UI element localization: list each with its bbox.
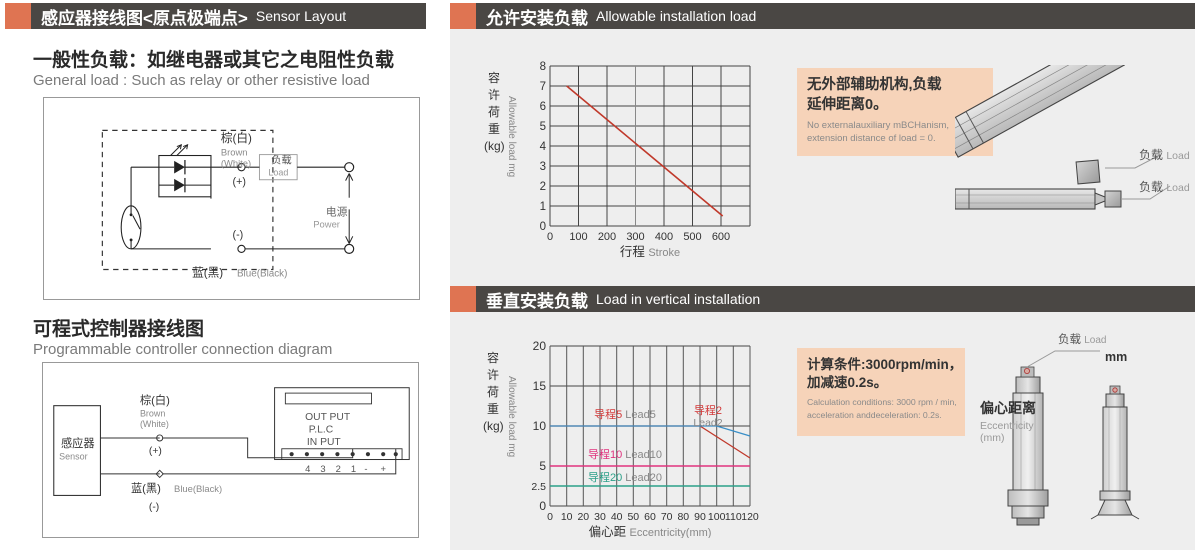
svg-text:400: 400: [655, 231, 673, 243]
svg-text:负载: 负载: [271, 154, 292, 167]
svg-text:0: 0: [540, 221, 546, 233]
svg-text:2: 2: [540, 181, 546, 193]
svg-text:10: 10: [561, 511, 573, 523]
svg-text:Sensor: Sensor: [59, 452, 87, 462]
svg-text:1: 1: [351, 463, 356, 474]
svg-text:110: 110: [725, 511, 742, 523]
svg-text:0: 0: [547, 511, 553, 523]
svg-text:负载 Load: 负载 Load: [1058, 333, 1106, 346]
svg-text:2.5: 2.5: [531, 481, 546, 493]
svg-text:3: 3: [540, 161, 546, 173]
svg-text:Load: Load: [268, 167, 288, 177]
svg-text:40: 40: [611, 511, 623, 523]
svg-text:(-): (-): [149, 502, 159, 513]
svg-text:IN PUT: IN PUT: [307, 437, 342, 448]
svg-text:OUT PUT: OUT PUT: [305, 412, 351, 423]
svg-text:15: 15: [533, 379, 547, 393]
svg-text:20: 20: [533, 339, 547, 353]
svg-text:80: 80: [677, 511, 689, 523]
svg-text:4: 4: [305, 463, 310, 474]
svg-text:0: 0: [539, 499, 546, 513]
svg-text:600: 600: [712, 231, 730, 243]
svg-text:50: 50: [627, 511, 639, 523]
svg-text:-: -: [364, 463, 367, 474]
svg-text:Blue(Black): Blue(Black): [174, 483, 222, 494]
svg-text:Lead2: Lead2: [693, 417, 722, 429]
svg-text:200: 200: [598, 231, 616, 243]
svg-text:60: 60: [644, 511, 656, 523]
svg-text:0: 0: [547, 231, 553, 243]
svg-text:Brown: Brown: [140, 408, 165, 418]
svg-text:电源: 电源: [326, 206, 348, 219]
svg-text:20: 20: [577, 511, 589, 523]
svg-text:Blue(Black): Blue(Black): [237, 269, 287, 280]
svg-text:90: 90: [694, 511, 706, 523]
svg-text:10: 10: [533, 419, 547, 433]
svg-text:8: 8: [540, 61, 546, 73]
svg-text:7: 7: [540, 81, 546, 93]
svg-text:5: 5: [540, 121, 546, 133]
svg-text:100: 100: [708, 511, 726, 523]
svg-text:4: 4: [540, 141, 547, 153]
svg-text:(White): (White): [221, 157, 251, 168]
svg-text:蓝(黑): 蓝(黑): [192, 267, 223, 280]
svg-text:(White): (White): [140, 419, 169, 429]
svg-text:+: +: [381, 463, 387, 474]
svg-text:30: 30: [594, 511, 606, 523]
svg-text:导程5 Lead5: 导程5 Lead5: [594, 408, 656, 421]
svg-text:P.L.C: P.L.C: [309, 425, 334, 436]
svg-text:100: 100: [569, 231, 587, 243]
svg-text:棕(白): 棕(白): [221, 131, 252, 145]
svg-text:300: 300: [626, 231, 644, 243]
svg-text:感应器: 感应器: [61, 436, 95, 450]
svg-text:(+): (+): [149, 446, 162, 457]
svg-text:1: 1: [540, 201, 546, 213]
svg-text:Power: Power: [313, 218, 340, 229]
svg-text:6: 6: [540, 101, 546, 113]
svg-text:2: 2: [336, 463, 341, 474]
svg-text:棕(白): 棕(白): [140, 393, 170, 407]
svg-text:偏心距 Eccentricity(mm): 偏心距 Eccentricity(mm): [589, 524, 712, 538]
svg-text:导程20 Lead20: 导程20 Lead20: [588, 471, 662, 484]
svg-text:500: 500: [683, 231, 701, 243]
svg-text:导程2: 导程2: [694, 404, 722, 417]
svg-text:负载 Load: 负载 Load: [1139, 180, 1190, 194]
svg-text:导程10 Lead10: 导程10 Lead10: [588, 448, 662, 461]
svg-text:120: 120: [741, 511, 759, 523]
svg-text:70: 70: [661, 511, 673, 523]
svg-text:3: 3: [320, 463, 325, 474]
svg-text:Brown: Brown: [221, 147, 248, 158]
svg-text:mm: mm: [1105, 350, 1127, 364]
svg-text:(+): (+): [233, 176, 246, 188]
svg-text:5: 5: [539, 459, 546, 473]
svg-text:负载 Load: 负载 Load: [1139, 148, 1190, 162]
svg-text:蓝(黑): 蓝(黑): [131, 482, 161, 495]
svg-text:行程 Stroke: 行程 Stroke: [620, 244, 680, 258]
svg-text:(-): (-): [233, 229, 244, 241]
